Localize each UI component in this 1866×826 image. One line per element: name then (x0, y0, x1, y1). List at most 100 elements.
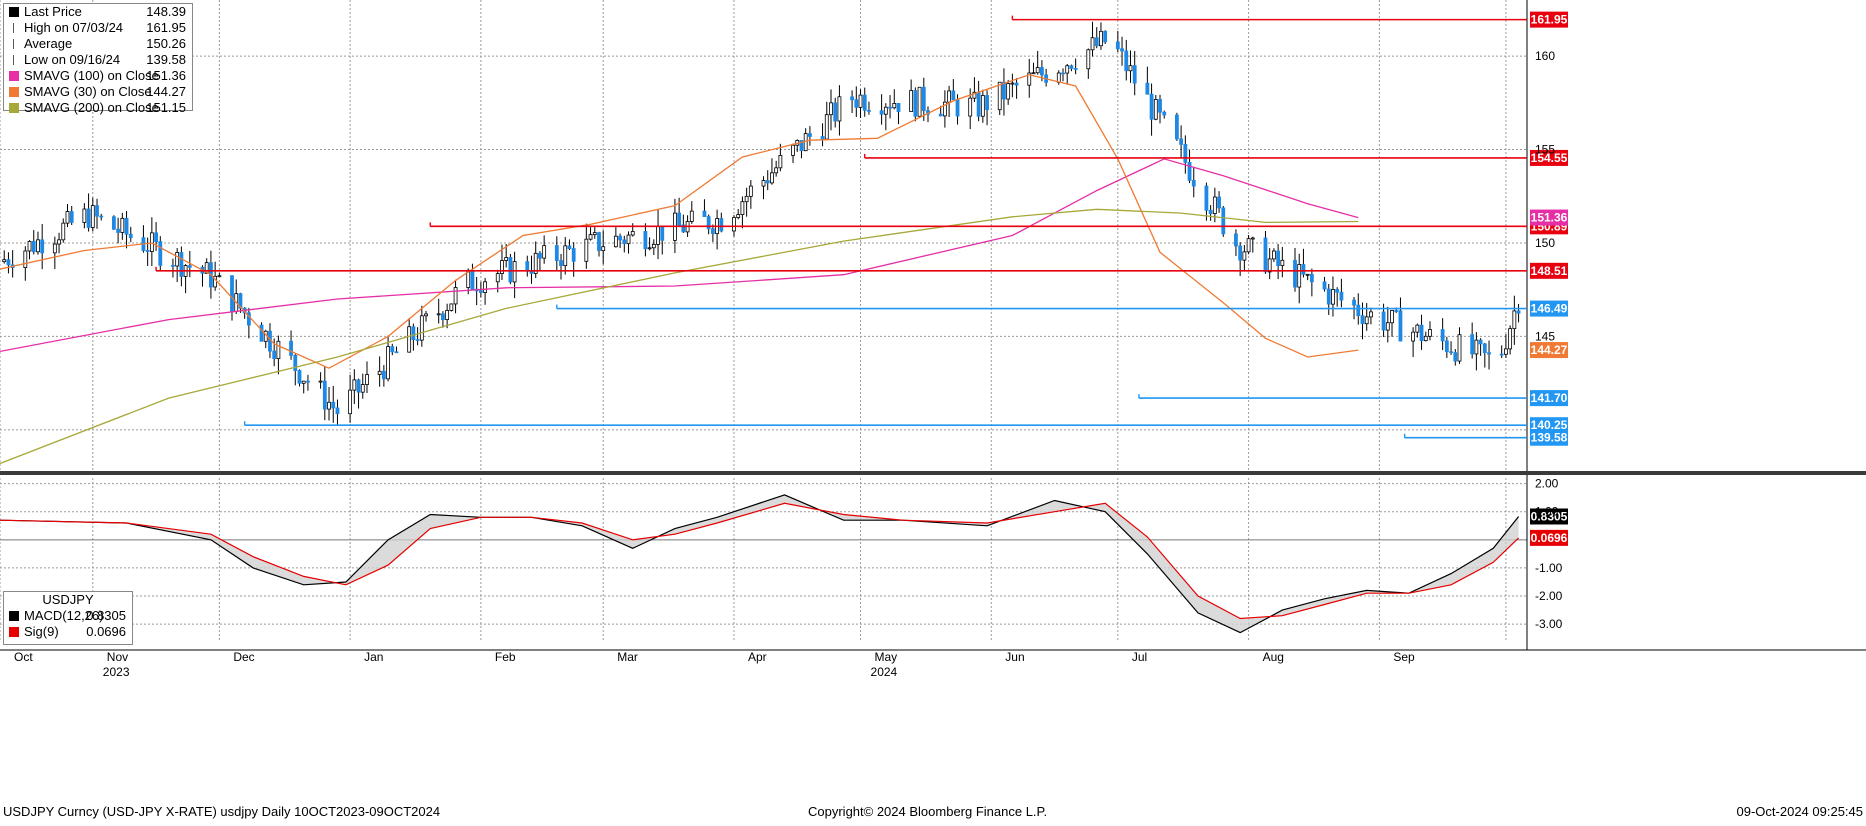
legend-value: 151.36 (146, 68, 186, 83)
candle-down (470, 269, 475, 290)
candle-down (1208, 209, 1213, 214)
candle-down (1069, 65, 1074, 69)
candle-up (1086, 49, 1091, 70)
legend-item: Average 150.26 (4, 36, 192, 52)
candle-down (508, 257, 513, 283)
candle-up (27, 240, 32, 252)
legend-label: Average (24, 36, 73, 51)
candle-down (1132, 65, 1137, 84)
candle-down (99, 215, 104, 218)
candle-down (538, 252, 542, 259)
footer-right: 09-Oct-2024 09:25:45 (1736, 804, 1863, 819)
y-tick-label: 145 (1535, 329, 1555, 343)
candle-down (525, 261, 530, 272)
candle-up (1305, 273, 1310, 276)
candle-up (512, 261, 517, 283)
candle-up (424, 313, 428, 317)
candle-down (765, 180, 770, 184)
candle-down (833, 102, 838, 122)
candle-down (1352, 299, 1356, 306)
x-tick-label: Aug (1263, 650, 1284, 664)
candle-up (65, 211, 70, 224)
level-badge: 154.55 (1531, 151, 1568, 165)
candle-up (917, 86, 922, 117)
macd-legend-item: MACD(12,26) 0.8305 (4, 608, 132, 624)
candle-up (90, 205, 95, 228)
color-swatch-icon (9, 611, 19, 621)
candle-up (149, 232, 154, 252)
level-badge: 161.95 (1531, 13, 1568, 27)
ma-badge-bg (1530, 342, 1568, 359)
candle-up (837, 96, 842, 122)
candle-down (381, 370, 386, 380)
candle-up (613, 235, 618, 248)
candle-down (1453, 352, 1458, 362)
candle-down (331, 401, 336, 409)
legend-value: 0.0696 (86, 624, 126, 639)
candle-down (297, 370, 302, 384)
candle-up (23, 250, 28, 268)
macd-y-tick-label: 2.00 (1535, 477, 1559, 491)
candle-down (554, 245, 559, 261)
candle-down (681, 224, 686, 233)
candle-down (1293, 259, 1297, 288)
candle-down (293, 354, 298, 371)
candle-down (394, 351, 399, 354)
candle-down (1002, 81, 1006, 100)
candle-down (567, 245, 572, 249)
candle-up (740, 201, 745, 215)
candle-down (1124, 50, 1129, 72)
candle-down (1158, 99, 1162, 113)
macd-legend-item: Sig(9) 0.0696 (4, 624, 132, 640)
candle-down (1191, 179, 1196, 187)
candle-up (942, 101, 947, 117)
candle-down (69, 211, 74, 223)
signal-badge: 0.0696 (1531, 531, 1568, 545)
candle-down (820, 136, 825, 140)
candle-up (1297, 264, 1302, 288)
x-tick-label: Sep (1393, 650, 1415, 664)
legend-label: SMAVG (100) on Close (24, 68, 159, 83)
price-legend: Last Price 148.39 High on 07/03/24 161.95 Av… (3, 3, 193, 115)
color-swatch-icon (9, 71, 19, 81)
candle-up (360, 384, 365, 393)
candle-down (1301, 264, 1306, 275)
candle-down (938, 113, 943, 117)
candle-up (1250, 237, 1255, 240)
candle-down (677, 212, 682, 226)
candle-down (888, 106, 892, 109)
candle-down (1187, 161, 1192, 181)
legend-label: Sig(9) (24, 624, 59, 639)
legend-label: Last Price (24, 4, 82, 19)
candle-down (1149, 93, 1154, 120)
x-year-label: 2023 (103, 665, 130, 679)
candle-down (1322, 281, 1327, 290)
candle-up (1267, 258, 1272, 273)
candle-up (1128, 65, 1133, 72)
candle-down (702, 210, 707, 217)
level-badge: 148.51 (1531, 264, 1568, 278)
level-badge-bg (1530, 390, 1568, 407)
candle-down (1470, 334, 1475, 355)
ma-badge: 144.27 (1531, 343, 1568, 357)
candle-up (824, 114, 829, 140)
candle-down (1326, 288, 1331, 305)
candle-down (1276, 250, 1281, 266)
candle-down (1381, 311, 1386, 331)
legend-item: High on 07/03/24 161.95 (4, 20, 192, 36)
candle-up (483, 281, 487, 293)
candle-down (1335, 289, 1340, 293)
candle-up (748, 185, 753, 197)
candle-down (306, 380, 310, 383)
level-badge: 146.49 (1531, 302, 1568, 316)
candle-down (238, 293, 243, 309)
candle-up (1504, 348, 1508, 355)
candle-up (1153, 99, 1158, 120)
candle-down (1183, 143, 1188, 163)
legend-label: MACD(12,26) (24, 608, 104, 623)
candle-up (445, 310, 450, 320)
candle-up (1385, 322, 1390, 331)
candle-down (1444, 340, 1449, 353)
candle-up (1031, 72, 1036, 75)
